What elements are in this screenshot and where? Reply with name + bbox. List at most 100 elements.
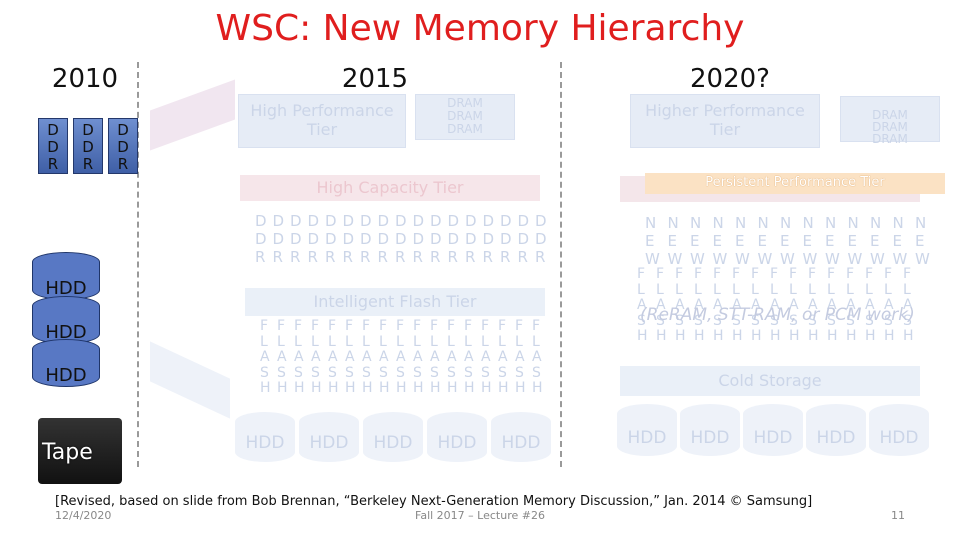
ddr-letter: D: [500, 230, 512, 248]
flash-letter: S: [846, 312, 855, 329]
flash-letter: A: [294, 349, 304, 365]
flash-letter: F: [884, 266, 893, 282]
new-letter: E: [892, 232, 902, 250]
flash-letter: F: [413, 318, 422, 334]
hdd-label: HDD: [879, 428, 919, 448]
flash-letter: A: [362, 349, 372, 365]
title: WSC: New Memory Hierarchy: [215, 8, 745, 49]
ddr-letter: D: [517, 212, 530, 230]
flash-letter: L: [311, 333, 319, 350]
hdd-disk: [806, 404, 866, 456]
flash-letter: H: [808, 328, 819, 344]
flash-letter: H: [827, 328, 838, 344]
ddr-chip: [38, 118, 68, 174]
ddr-letter: D: [395, 212, 407, 230]
flash-letter: F: [865, 266, 874, 282]
hdd-label: HDD: [437, 433, 477, 453]
hdd-label: HDD: [45, 365, 87, 386]
flash-letter: L: [498, 333, 506, 350]
new-letter: N: [667, 214, 679, 232]
ddr-letter: R: [447, 248, 458, 266]
flash-letter: L: [294, 333, 302, 350]
flash-letter: L: [827, 281, 835, 298]
flash-letter: A: [447, 349, 457, 365]
ddr-letter: R: [377, 248, 388, 266]
ddr-letter: R: [325, 248, 336, 266]
ddr-letter: R: [307, 248, 318, 266]
new-letter: N: [802, 214, 814, 232]
new-letter: W: [915, 250, 930, 268]
flash-letter: L: [903, 281, 911, 298]
flash-letter: L: [637, 281, 645, 298]
hdd-disk: [235, 412, 295, 462]
dram-label: DRAM: [872, 108, 908, 122]
ddr-letter: R: [500, 248, 511, 266]
new-letter: E: [757, 232, 767, 250]
ddr-letter: D: [447, 230, 460, 248]
flash-letter: A: [413, 349, 423, 365]
flash-letter: H: [396, 380, 407, 396]
hdd-disk: [427, 412, 487, 462]
flash-letter: L: [413, 333, 421, 350]
flash-letter: F: [464, 318, 473, 334]
flash-letter: H: [447, 380, 458, 396]
new-letter: E: [667, 232, 677, 250]
flash-letter: F: [675, 266, 684, 282]
flash-letter: A: [260, 349, 270, 365]
new-letter: N: [870, 214, 882, 232]
flash-letter: A: [827, 297, 837, 313]
flash-letter: S: [481, 364, 490, 381]
hdd-label: HDD: [627, 428, 667, 448]
flash-letter: L: [770, 281, 778, 298]
flash-letter: A: [379, 349, 389, 365]
flash-letter: S: [903, 312, 912, 329]
flash-letter: S: [362, 364, 371, 381]
ddr-letter: D: [255, 212, 267, 230]
ddr-letter: R: [517, 248, 528, 266]
flash-letter: S: [447, 364, 456, 381]
divider: [560, 62, 562, 467]
ddr-letter: D: [535, 230, 547, 248]
flash-letter: L: [328, 333, 336, 350]
flash-letter: F: [732, 266, 741, 282]
flash-letter: A: [277, 349, 287, 365]
tier-box: Higher Performance Tier: [630, 94, 820, 148]
flash-letter: H: [865, 328, 876, 344]
flash-letter: F: [311, 318, 320, 334]
flash-letter: S: [770, 312, 779, 329]
new-letter: W: [847, 250, 863, 268]
ddr-letter: R: [290, 248, 301, 266]
flash-letter: A: [751, 297, 761, 313]
flash-letter: H: [260, 380, 271, 396]
flash-letter: A: [464, 349, 474, 365]
flash-letter: A: [884, 297, 894, 313]
flash-letter: S: [751, 312, 760, 329]
ddr-letter: D: [517, 230, 530, 248]
flash-letter: H: [694, 328, 705, 344]
ddr-letter: D: [307, 212, 320, 230]
flash-letter: A: [345, 349, 355, 365]
flash-letter: A: [637, 297, 647, 313]
citation: [Revised, based on slide from Bob Brenna…: [55, 494, 813, 509]
flash-letter: H: [846, 328, 857, 344]
flash-letter: H: [770, 328, 781, 344]
ddr-chip: [108, 118, 138, 174]
flash-letter: L: [379, 333, 387, 350]
flash-letter: S: [713, 312, 722, 329]
new-letter: N: [780, 214, 792, 232]
ddr-letter: D: [360, 230, 372, 248]
flash-letter: S: [789, 312, 798, 329]
flash-letter: F: [515, 318, 524, 334]
page-number: 11: [891, 509, 905, 522]
flash-letter: F: [637, 266, 646, 282]
hdd-label: HDD: [753, 428, 793, 448]
flash-letter: S: [656, 312, 665, 329]
ddr-letter: R: [482, 248, 493, 266]
flash-letter: A: [515, 349, 525, 365]
new-letter: E: [712, 232, 722, 250]
flash-letter: L: [447, 333, 455, 350]
flash-letter: S: [345, 364, 354, 381]
ddr-letter: R: [360, 248, 371, 266]
ddr-letter: R: [342, 248, 353, 266]
flash-letter: F: [713, 266, 722, 282]
